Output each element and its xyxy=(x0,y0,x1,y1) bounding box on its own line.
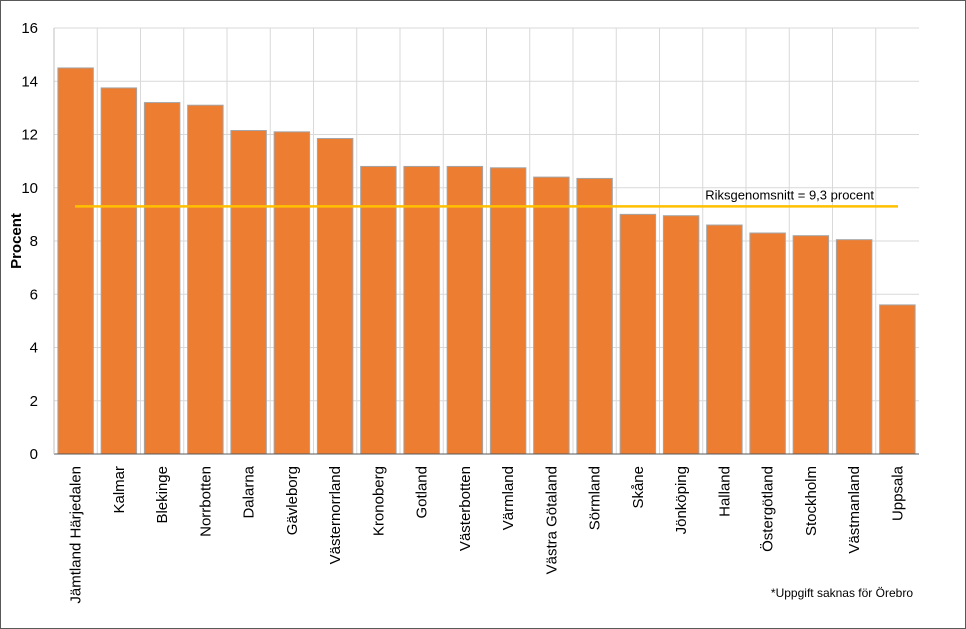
bar xyxy=(403,165,440,455)
x-tick-label: Sörmland xyxy=(587,466,604,530)
bar xyxy=(187,104,224,455)
bar xyxy=(273,131,311,455)
bar xyxy=(230,130,267,455)
axes xyxy=(53,28,919,455)
x-tick-label: Jämtland Härjedalen xyxy=(68,466,85,604)
y-tick-label: 2 xyxy=(30,393,38,410)
x-tick-label: Uppsala xyxy=(889,465,906,521)
bar xyxy=(835,239,873,455)
x-tick-label: Halland xyxy=(716,466,733,517)
bar xyxy=(706,224,743,455)
footnote: *Uppgift saknas för Örebro xyxy=(771,586,913,600)
y-tick-label: 6 xyxy=(30,286,38,303)
x-tick-label: Västernorrland xyxy=(327,466,344,564)
y-tick-label: 10 xyxy=(21,180,38,197)
x-tick-label: Dalarna xyxy=(241,465,258,518)
y-tick-label: 4 xyxy=(30,340,38,357)
gridlines xyxy=(54,27,919,454)
x-tick-label: Gotland xyxy=(414,466,431,519)
bar xyxy=(792,235,830,455)
x-tick-label: Kronoberg xyxy=(370,466,387,536)
x-tick-label: Västra Götaland xyxy=(543,466,560,574)
y-tick-labels: 0 2 4 6 8 10 12 14 16 xyxy=(21,20,38,463)
bar xyxy=(100,87,138,455)
bar xyxy=(489,167,527,455)
x-tick-label: Västmanland xyxy=(846,466,863,554)
bar xyxy=(360,165,397,455)
bar xyxy=(576,177,613,455)
y-tick-label: 8 xyxy=(30,233,38,250)
y-tick-label: 0 xyxy=(30,446,38,463)
y-axis-label: Procent xyxy=(8,213,25,269)
x-tick-label: Kalmar xyxy=(111,466,128,514)
bars xyxy=(57,67,916,455)
x-tick-label: Gävleborg xyxy=(284,466,301,535)
bar xyxy=(662,215,700,455)
x-tick-label: Östergötland xyxy=(759,466,777,552)
x-tick-label: Värmland xyxy=(500,466,517,530)
x-tick-label: Blekinge xyxy=(154,466,171,524)
x-tick-label: Jönköping xyxy=(673,466,690,534)
bar xyxy=(143,102,181,455)
bar xyxy=(446,165,484,455)
x-tick-label: Skåne xyxy=(630,466,647,509)
bar xyxy=(879,304,916,455)
bar xyxy=(619,213,657,455)
bar xyxy=(316,137,354,455)
y-tick-label: 14 xyxy=(21,73,38,90)
reference-line-group: Riksgenomsnitt = 9,3 procent xyxy=(75,187,898,208)
x-tick-label: Västerbotten xyxy=(457,466,474,551)
bar xyxy=(57,67,94,455)
bar xyxy=(533,176,570,455)
bar xyxy=(749,232,786,455)
y-tick-label: 12 xyxy=(21,127,38,144)
y-tick-label: 16 xyxy=(21,20,38,37)
x-tick-label: Stockholm xyxy=(803,466,820,536)
reference-line-label: Riksgenomsnitt = 9,3 procent xyxy=(705,187,874,202)
x-tick-labels: Jämtland Härjedalen Kalmar Blekinge Norrbot… xyxy=(68,465,907,603)
x-tick-label: Norrbotten xyxy=(197,466,214,537)
